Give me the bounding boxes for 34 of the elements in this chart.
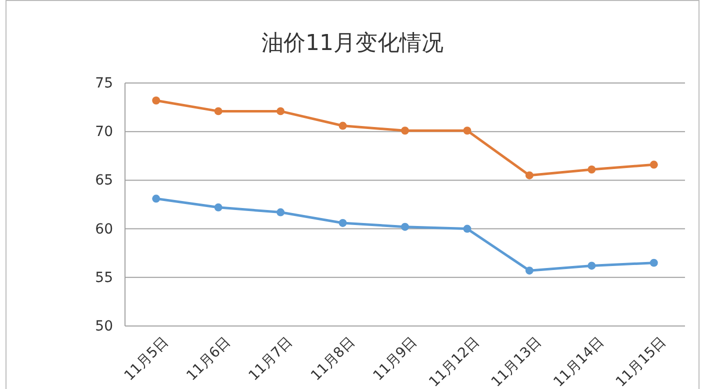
x-tick-label: 11月13日 [488, 334, 545, 389]
point [463, 224, 472, 233]
point [463, 126, 472, 135]
y-tick-label: 55 [95, 270, 113, 286]
point [276, 107, 285, 116]
point [650, 258, 658, 267]
point [525, 266, 534, 275]
x-tick-label: 11月7日 [246, 334, 296, 384]
point [214, 203, 222, 212]
x-tick-label: 11月5日 [122, 334, 172, 384]
y-tick-label: 75 [95, 75, 113, 92]
y-tick-label: 65 [95, 172, 113, 189]
point [338, 218, 347, 227]
x-tick-label: 11月9日 [370, 334, 420, 384]
point [650, 160, 658, 169]
point [401, 222, 409, 231]
x-tick-label: 11月15日 [612, 334, 670, 389]
x-tick-label: 11月6日 [184, 334, 234, 384]
y-tick-label: 50 [95, 318, 113, 334]
y-tick-label: 60 [95, 221, 113, 238]
x-tick-label: 11月8日 [308, 334, 358, 384]
chart-title: 油价11月变化情况 [262, 31, 444, 56]
point [338, 122, 347, 130]
point [588, 262, 596, 270]
y-tick-label: 70 [95, 124, 113, 140]
point [588, 166, 596, 174]
point [525, 171, 534, 180]
point [152, 96, 160, 104]
point [276, 208, 285, 216]
x-tick-label: 11月14日 [550, 334, 608, 389]
point [401, 126, 409, 135]
point [152, 194, 160, 203]
x-tick-label: 11月12日 [426, 334, 483, 389]
point [214, 107, 222, 116]
